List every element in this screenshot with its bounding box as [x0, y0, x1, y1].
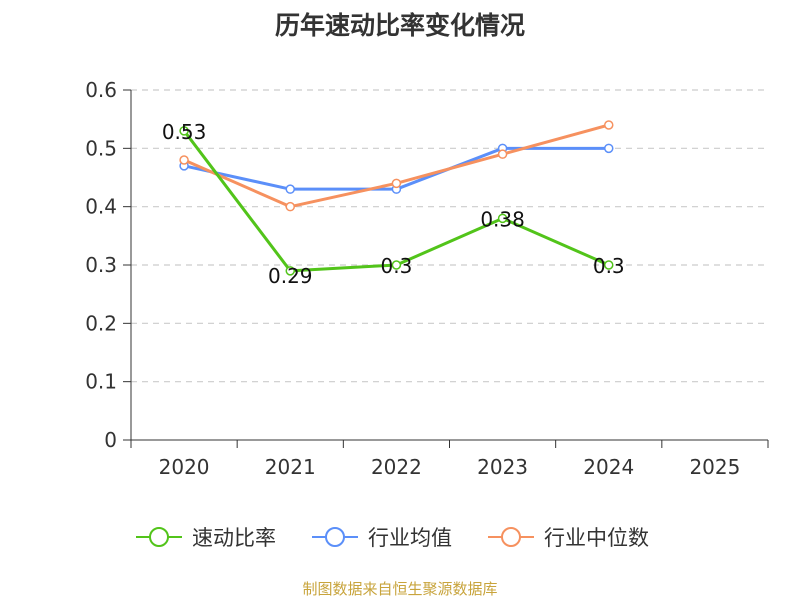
legend-marker	[149, 527, 169, 547]
data-label: 0.29	[268, 264, 313, 288]
x-tick-label: 2020	[159, 455, 210, 479]
y-tick-label: 0.1	[85, 370, 117, 394]
data-label: 0.3	[381, 254, 413, 278]
data-point	[497, 213, 508, 224]
data-point	[285, 266, 295, 276]
data-label: 0.3	[593, 254, 625, 278]
data-point	[604, 143, 614, 154]
legend-item: 行业中位数	[488, 526, 649, 550]
x-tick-label: 2021	[265, 455, 316, 479]
data-point	[179, 155, 189, 165]
gridlines	[131, 89, 768, 383]
axes: 0 0.1 0.2 0.3 0.4 0.5 0.6 2020 2021 2022 2023 2024 2…	[85, 78, 769, 479]
legend-item: 行业均值	[312, 526, 452, 550]
y-tick-label: 0.4	[85, 195, 117, 219]
data-point	[391, 260, 402, 270]
x-tick-label: 2023	[477, 455, 528, 479]
series-line-2	[183, 123, 610, 209]
data-point	[285, 201, 295, 212]
data-point	[604, 260, 614, 270]
legend-marker	[325, 527, 345, 547]
y-tick-label: 0	[104, 428, 117, 452]
y-tick-label: 0.5	[85, 136, 117, 160]
legend-label: 行业中位数	[544, 526, 649, 550]
source-note: 制图数据来自恒生聚源数据库	[302, 580, 498, 598]
x-tick-label: 2022	[371, 455, 422, 479]
legend-marker	[501, 527, 521, 547]
series-group	[179, 120, 614, 276]
data-point	[179, 126, 189, 136]
data-label: 0.53	[162, 120, 207, 144]
legend-item: 速动比率	[136, 526, 276, 550]
series-line-0	[182, 129, 610, 273]
data-point	[604, 120, 614, 130]
legend-label: 行业均值	[368, 526, 452, 550]
data-point	[497, 149, 508, 159]
data-point	[391, 178, 402, 189]
legend: 速动比率 行业均值 行业中位数	[136, 526, 649, 550]
data-label: 0.38	[480, 207, 525, 231]
data-point	[285, 184, 295, 194]
legend-label: 速动比率	[192, 526, 276, 550]
data-labels: 0.53 0.29 0.3 0.38 0.3	[162, 120, 625, 288]
y-tick-label: 0.2	[85, 311, 117, 335]
y-tick-label: 0.6	[85, 78, 117, 102]
x-tick-label: 2025	[689, 455, 740, 479]
y-tick-label: 0.3	[85, 253, 117, 277]
x-tick-label: 2024	[583, 455, 634, 479]
chart-title: 历年速动比率变化情况	[274, 11, 525, 40]
